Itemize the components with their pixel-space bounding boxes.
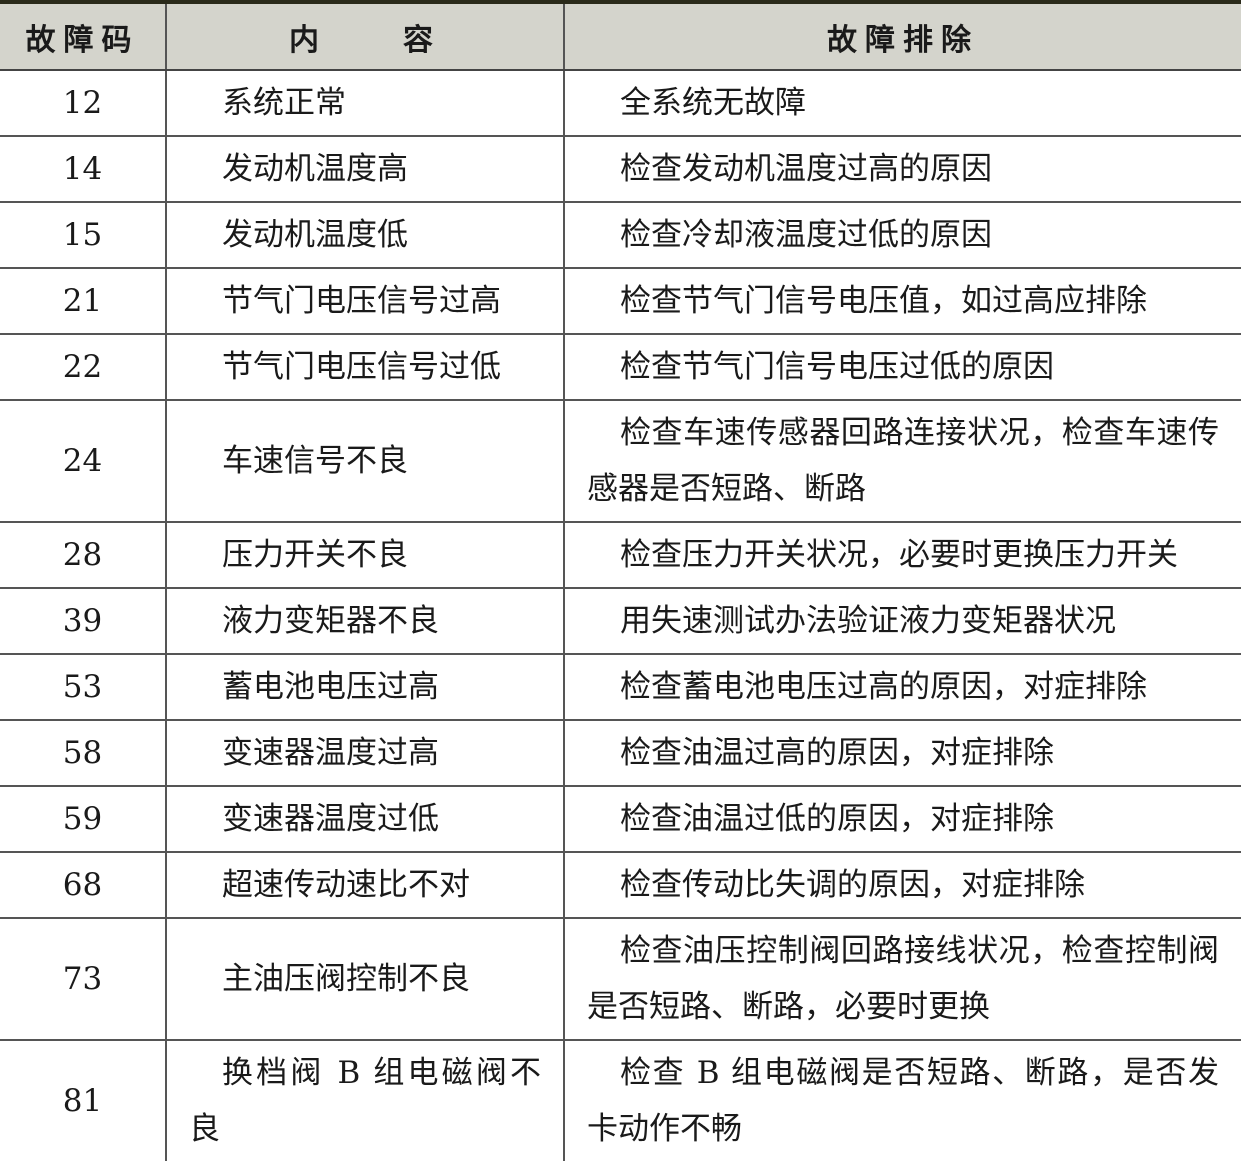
fault-content-cell: 压力开关不良: [165, 521, 565, 589]
table-row: 21 节气门电压信号过高 检查节气门信号电压值，如过高应排除: [0, 267, 1241, 335]
fault-remedy-cell: 全系统无故障: [563, 69, 1241, 137]
fault-code-cell: 22: [0, 333, 167, 401]
table-row: 22 节气门电压信号过低 检查节气门信号电压过低的原因: [0, 333, 1241, 401]
table-row: 24 车速信号不良 检查车速传感器回路连接状况，检查车速传感器是否短路、断路: [0, 399, 1241, 523]
fault-content-cell: 变速器温度过低: [165, 785, 565, 853]
table-row: 12 系统正常 全系统无故障: [0, 69, 1241, 137]
fault-code-cell: 53: [0, 653, 167, 721]
fault-remedy-cell: 检查油压控制阀回路接线状况，检查控制阀是否短路、断路，必要时更换: [563, 917, 1241, 1041]
table-row: 58 变速器温度过高 检查油温过高的原因，对症排除: [0, 719, 1241, 787]
fault-content-cell: 节气门电压信号过高: [165, 267, 565, 335]
fault-remedy-cell: 检查压力开关状况，必要时更换压力开关: [563, 521, 1241, 589]
fault-remedy-cell: 检查油温过高的原因，对症排除: [563, 719, 1241, 787]
table-row: 39 液力变矩器不良 用失速测试办法验证液力变矩器状况: [0, 587, 1241, 655]
fault-remedy-cell: 检查冷却液温度过低的原因: [563, 201, 1241, 269]
fault-code-cell: 59: [0, 785, 167, 853]
table-row: 73 主油压阀控制不良 检查油压控制阀回路接线状况，检查控制阀是否短路、断路，必要时…: [0, 917, 1241, 1041]
fault-content-cell: 变速器温度过高: [165, 719, 565, 787]
table-row: 81 换档阀 B 组电磁阀不良 检查 B 组电磁阀是否短路、断路，是否发卡动作不畅: [0, 1039, 1241, 1161]
fault-remedy-cell: 用失速测试办法验证液力变矩器状况: [563, 587, 1241, 655]
fault-code-cell: 12: [0, 69, 167, 137]
table-row: 53 蓄电池电压过高 检查蓄电池电压过高的原因，对症排除: [0, 653, 1241, 721]
fault-content-cell: 车速信号不良: [165, 399, 565, 523]
header-remedy: 故障排除: [563, 0, 1241, 71]
fault-code-cell: 14: [0, 135, 167, 203]
header-row: 故障码 内 容 故障排除: [0, 0, 1241, 71]
table-row: 68 超速传动速比不对 检查传动比失调的原因，对症排除: [0, 851, 1241, 919]
fault-remedy-cell: 检查蓄电池电压过高的原因，对症排除: [563, 653, 1241, 721]
fault-code-cell: 28: [0, 521, 167, 589]
fault-code-cell: 73: [0, 917, 167, 1041]
fault-content-cell: 超速传动速比不对: [165, 851, 565, 919]
fault-content-cell: 发动机温度低: [165, 201, 565, 269]
fault-code-cell: 21: [0, 267, 167, 335]
header-code: 故障码: [0, 0, 167, 71]
table-row: 14 发动机温度高 检查发动机温度过高的原因: [0, 135, 1241, 203]
fault-content-cell: 液力变矩器不良: [165, 587, 565, 655]
header-content: 内 容: [165, 0, 565, 71]
fault-content-cell: 换档阀 B 组电磁阀不良: [165, 1039, 565, 1161]
fault-content-cell: 发动机温度高: [165, 135, 565, 203]
fault-content-cell: 节气门电压信号过低: [165, 333, 565, 401]
fault-content-cell: 主油压阀控制不良: [165, 917, 565, 1041]
fault-remedy-cell: 检查节气门信号电压过低的原因: [563, 333, 1241, 401]
fault-code-cell: 58: [0, 719, 167, 787]
fault-remedy-cell: 检查节气门信号电压值，如过高应排除: [563, 267, 1241, 335]
fault-code-cell: 15: [0, 201, 167, 269]
table-row: 59 变速器温度过低 检查油温过低的原因，对症排除: [0, 785, 1241, 853]
table-row: 15 发动机温度低 检查冷却液温度过低的原因: [0, 201, 1241, 269]
fault-code-cell: 24: [0, 399, 167, 523]
fault-remedy-cell: 检查 B 组电磁阀是否短路、断路，是否发卡动作不畅: [563, 1039, 1241, 1161]
fault-code-cell: 68: [0, 851, 167, 919]
fault-remedy-cell: 检查发动机温度过高的原因: [563, 135, 1241, 203]
fault-content-cell: 蓄电池电压过高: [165, 653, 565, 721]
table-row: 28 压力开关不良 检查压力开关状况，必要时更换压力开关: [0, 521, 1241, 589]
fault-code-cell: 39: [0, 587, 167, 655]
fault-remedy-cell: 检查传动比失调的原因，对症排除: [563, 851, 1241, 919]
fault-content-cell: 系统正常: [165, 69, 565, 137]
fault-remedy-cell: 检查车速传感器回路连接状况，检查车速传感器是否短路、断路: [563, 399, 1241, 523]
fault-remedy-cell: 检查油温过低的原因，对症排除: [563, 785, 1241, 853]
fault-code-cell: 81: [0, 1039, 167, 1161]
